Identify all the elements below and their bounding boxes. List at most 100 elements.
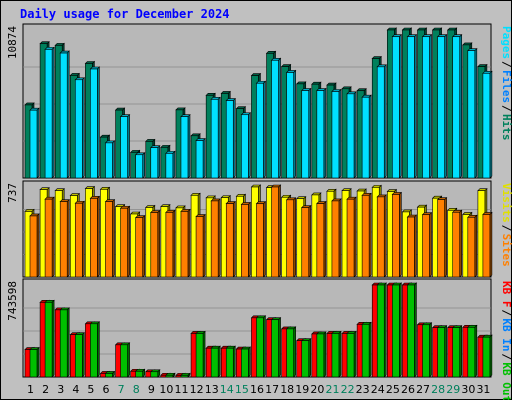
bar-kb-f-face (467, 327, 476, 378)
bar-sites (255, 201, 267, 278)
bar-sites-face (195, 216, 204, 278)
bar-kb-f-face (301, 340, 310, 378)
x-tick-label: 28 (431, 383, 445, 396)
bar-kb-f (270, 316, 282, 378)
bar-kb-f-face (422, 324, 430, 378)
bar-kb-f-side (97, 321, 100, 378)
bar-files-face (331, 91, 340, 179)
bar-files (270, 57, 282, 179)
panel-legend: Visits / Sites (500, 183, 512, 267)
bar-sites-face (422, 214, 430, 278)
bar-kb-f (134, 368, 146, 378)
bar-files (74, 77, 86, 179)
bar-files-face (361, 96, 370, 179)
bar-files (89, 66, 101, 179)
bar-sites-face (120, 207, 128, 278)
bar-sites-face (90, 198, 98, 278)
bar-kb-f-face (59, 309, 68, 378)
bar-sites-side (66, 198, 70, 278)
bar-files-face (241, 114, 249, 179)
bar-sites (195, 213, 206, 278)
bar-sites-side (97, 195, 100, 278)
x-tick-label: 27 (416, 383, 430, 396)
bar-files-face (286, 72, 294, 179)
x-tick-label: 5 (87, 383, 94, 396)
bar-files (180, 113, 191, 179)
bar-sites (210, 198, 221, 278)
x-tick-label: 10 (159, 383, 173, 396)
bar-files (451, 33, 463, 179)
bar-files-side (202, 137, 206, 179)
bar-sites-side (187, 208, 191, 278)
bar-kb-f-face (210, 347, 219, 378)
bar-kb-f (436, 324, 448, 378)
bar-sites-side (232, 200, 236, 278)
bar-kb-f (104, 370, 116, 378)
bar-files-face (90, 68, 98, 179)
bar-sites (134, 214, 146, 278)
bar-kb-f (165, 372, 176, 378)
bar-sites-face (467, 216, 476, 278)
bar-sites-face (150, 212, 159, 278)
bar-files-side (157, 144, 161, 179)
bar-sites-face (29, 215, 38, 278)
legend-entry: KB F (500, 281, 512, 308)
bar-files-side (217, 96, 221, 179)
bar-kb-f (210, 345, 221, 378)
legend-separator: / (500, 353, 512, 360)
x-tick-label: 25 (386, 383, 400, 396)
bar-sites (59, 198, 70, 278)
bar-files (134, 152, 146, 179)
bar-kb-f-face (135, 370, 143, 378)
bar-sites-face (210, 200, 219, 278)
bar-files-face (180, 116, 189, 179)
bar-files (255, 80, 267, 179)
bar-files-face (437, 36, 445, 179)
x-tick-label: 11 (175, 383, 189, 396)
bar-kb-f-face (90, 323, 98, 378)
bar-files (301, 87, 312, 179)
bar-sites (391, 191, 403, 278)
x-tick-label: 3 (57, 383, 64, 396)
bar-kb-f (482, 334, 493, 378)
bar-sites (89, 195, 101, 278)
bar-sites (44, 196, 55, 278)
bar-files-side (142, 152, 145, 179)
bar-files (421, 33, 433, 179)
bar-kb-f (331, 330, 342, 378)
bar-sites (150, 209, 161, 278)
bar-kb-f (180, 372, 191, 378)
bar-sites-face (301, 207, 310, 278)
bar-kb-f (74, 331, 86, 378)
bar-sites (240, 201, 252, 278)
x-tick-label: 8 (133, 383, 140, 396)
bar-files (391, 33, 403, 179)
bar-sites-face (437, 199, 445, 278)
bar-files (436, 33, 448, 179)
bar-sites-face (482, 214, 491, 278)
bar-sites-face (241, 204, 249, 278)
bar-files-face (195, 140, 204, 179)
bar-files (195, 137, 206, 179)
bar-sites (467, 214, 478, 278)
bar-kb-f-face (195, 333, 204, 378)
bar-sites-side (202, 213, 206, 278)
bar-kb-f-side (81, 331, 85, 378)
bar-kb-f (119, 342, 131, 378)
bar-sites-face (407, 216, 415, 278)
bar-sites-face (44, 198, 53, 278)
bar-files-face (59, 52, 68, 179)
legend-separator: / (500, 225, 512, 232)
bar-kb-f-side (66, 307, 70, 378)
bar-sites (29, 213, 40, 278)
panel-max-label: 737 (6, 183, 19, 203)
bar-files (285, 69, 297, 179)
bar-kb-f-face (482, 336, 491, 378)
bar-kb-f-face (437, 327, 445, 378)
bar-kb-f (225, 345, 236, 378)
x-tick-label: 24 (371, 383, 385, 396)
x-tick-label: 7 (118, 383, 125, 396)
x-tick-label: 13 (205, 383, 219, 396)
bar-sites-face (59, 201, 68, 278)
